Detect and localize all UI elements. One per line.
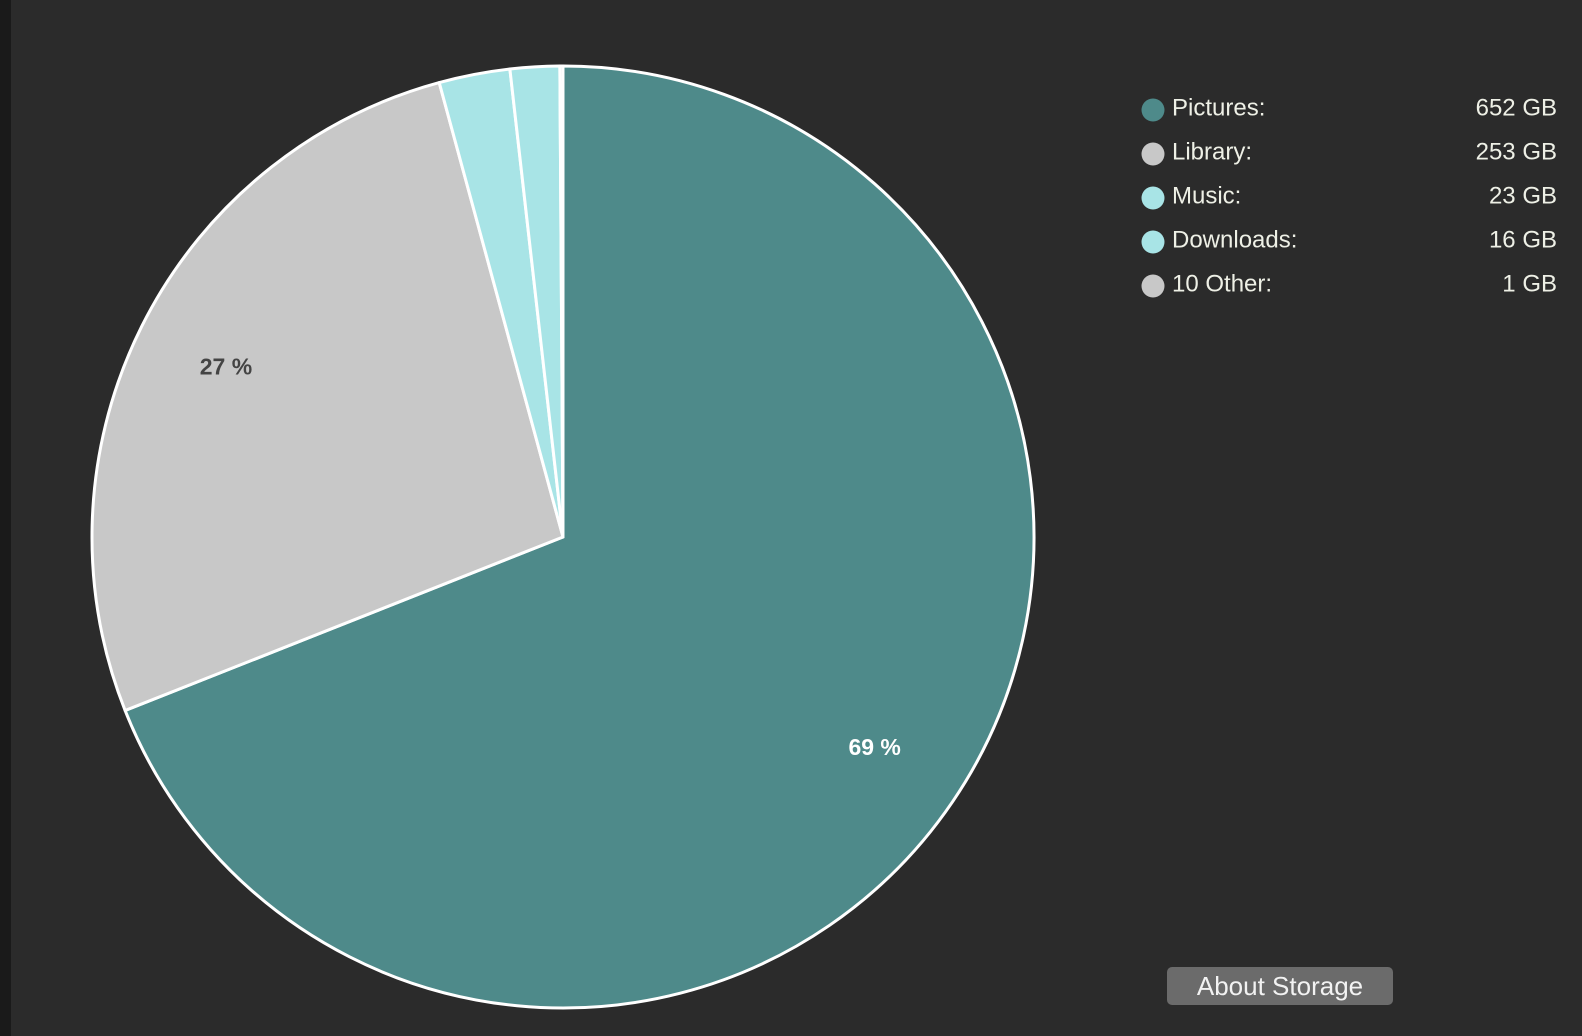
legend-swatch xyxy=(1141,230,1165,254)
legend-label: Library: xyxy=(1172,138,1252,165)
legend-value: 1 GB xyxy=(1502,270,1557,297)
legend-label: Downloads: xyxy=(1172,226,1297,253)
button-label[interactable]: About Storage xyxy=(1197,971,1363,1001)
legend-label: 10 Other: xyxy=(1172,270,1272,297)
legend-value: 23 GB xyxy=(1489,182,1557,209)
about-storage-button[interactable]: About Storage xyxy=(1167,967,1393,1005)
legend-value: 652 GB xyxy=(1476,94,1557,121)
pie-slice xyxy=(558,64,565,539)
pie-slice xyxy=(123,64,1036,1010)
legend: Pictures: 652 GB Library: 253 GB Music: 23 GB… xyxy=(1141,94,1557,298)
pie-slice xyxy=(90,81,565,713)
legend-swatch xyxy=(1141,274,1165,298)
percent-label: 27 % xyxy=(200,354,252,380)
pie-chart: 69 % 27 % xyxy=(90,64,1036,1010)
legend-swatch xyxy=(1141,186,1165,210)
percent-label: 69 % xyxy=(848,734,900,760)
legend-label: Music: xyxy=(1172,182,1241,209)
legend-label: Pictures: xyxy=(1172,94,1265,121)
window-edge xyxy=(0,0,11,1036)
legend-swatch xyxy=(1141,142,1165,166)
legend-swatch xyxy=(1141,98,1165,122)
legend-value: 16 GB xyxy=(1489,226,1557,253)
legend-value: 253 GB xyxy=(1476,138,1557,165)
button-background[interactable] xyxy=(1167,967,1393,1005)
